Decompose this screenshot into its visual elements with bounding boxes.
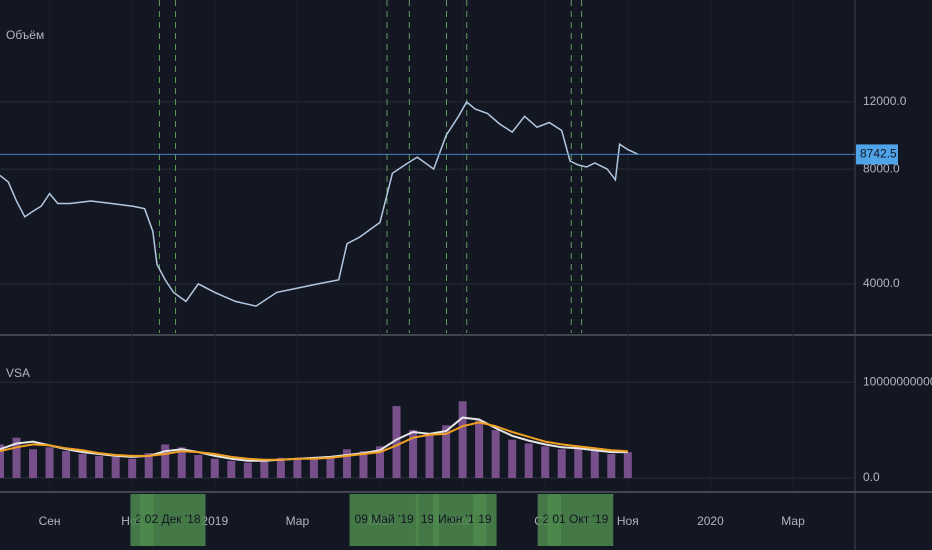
volume-bar [111,456,120,479]
volume-bar [0,444,4,479]
volume-bar [557,449,566,479]
volume-bar [409,430,418,479]
highlight-box [473,494,497,546]
price-label: 8742.5 [860,147,897,161]
volume-bar [541,446,550,479]
volume-bar [458,401,467,479]
volume-bar [376,446,384,479]
volume-bar [607,454,616,479]
volume-bar [12,437,21,479]
volume-bar [623,452,632,479]
volume-bar [574,447,583,479]
x-tick-label: Ноя [617,514,639,528]
volume-bar [29,449,38,479]
highlight-box [139,494,206,546]
volume-bar [524,443,533,479]
volume-bar [392,406,401,479]
highlight-box [349,494,419,546]
x-tick-label: 2020 [697,514,724,528]
volume-bar [95,455,104,479]
volume-bar [326,455,335,479]
volume-bar [227,460,236,479]
volume-bar [128,458,137,479]
volume-bar [194,454,203,479]
volume-bar [243,462,252,479]
volume-bar [309,456,318,479]
volume-bar [177,447,186,479]
moving-average [0,421,628,461]
volume-bar [359,451,368,479]
highlight-label: Июн '19 [438,512,482,526]
x-tick-label: Мар [286,514,310,528]
volume-bar [442,425,451,479]
volume-bar [508,439,517,479]
y-tick-label: 8000.0 [863,161,900,175]
volume-bar [161,444,170,479]
volume-bar [62,451,71,479]
y-tick-label: 0.0 [863,470,880,484]
volume-bar [144,453,153,479]
highlight-label: 02 Дек '18 [145,512,201,526]
x-tick-label: Сен [39,514,61,528]
pane-title: Объём [6,28,44,42]
volume-bar [78,454,87,479]
x-tick-label: Мар [781,514,805,528]
volume-bar [293,458,302,479]
x-tick-label: 2019 [201,514,228,528]
volume-bar [475,420,484,479]
y-tick-label: 12000.0 [863,94,907,108]
highlight-label: 01 Окт '19 [552,512,608,526]
price-label-box [856,144,898,165]
y-tick-label: 4000.0 [863,276,900,290]
volume-bar [491,430,500,479]
highlight-label: 19 [421,512,435,526]
highlight-box [547,494,614,546]
highlight-label: 19 [478,512,492,526]
volume-bar [276,457,285,479]
volume-bar [590,451,599,479]
pane-title: VSA [6,366,30,380]
highlight-label: 09 Май '19 [355,512,414,526]
volume-bar [210,458,219,479]
price-line [0,100,639,307]
volume-bar [342,449,351,479]
volume-bar [425,434,434,479]
volume-bar [45,447,54,479]
volume-bar [260,459,269,479]
